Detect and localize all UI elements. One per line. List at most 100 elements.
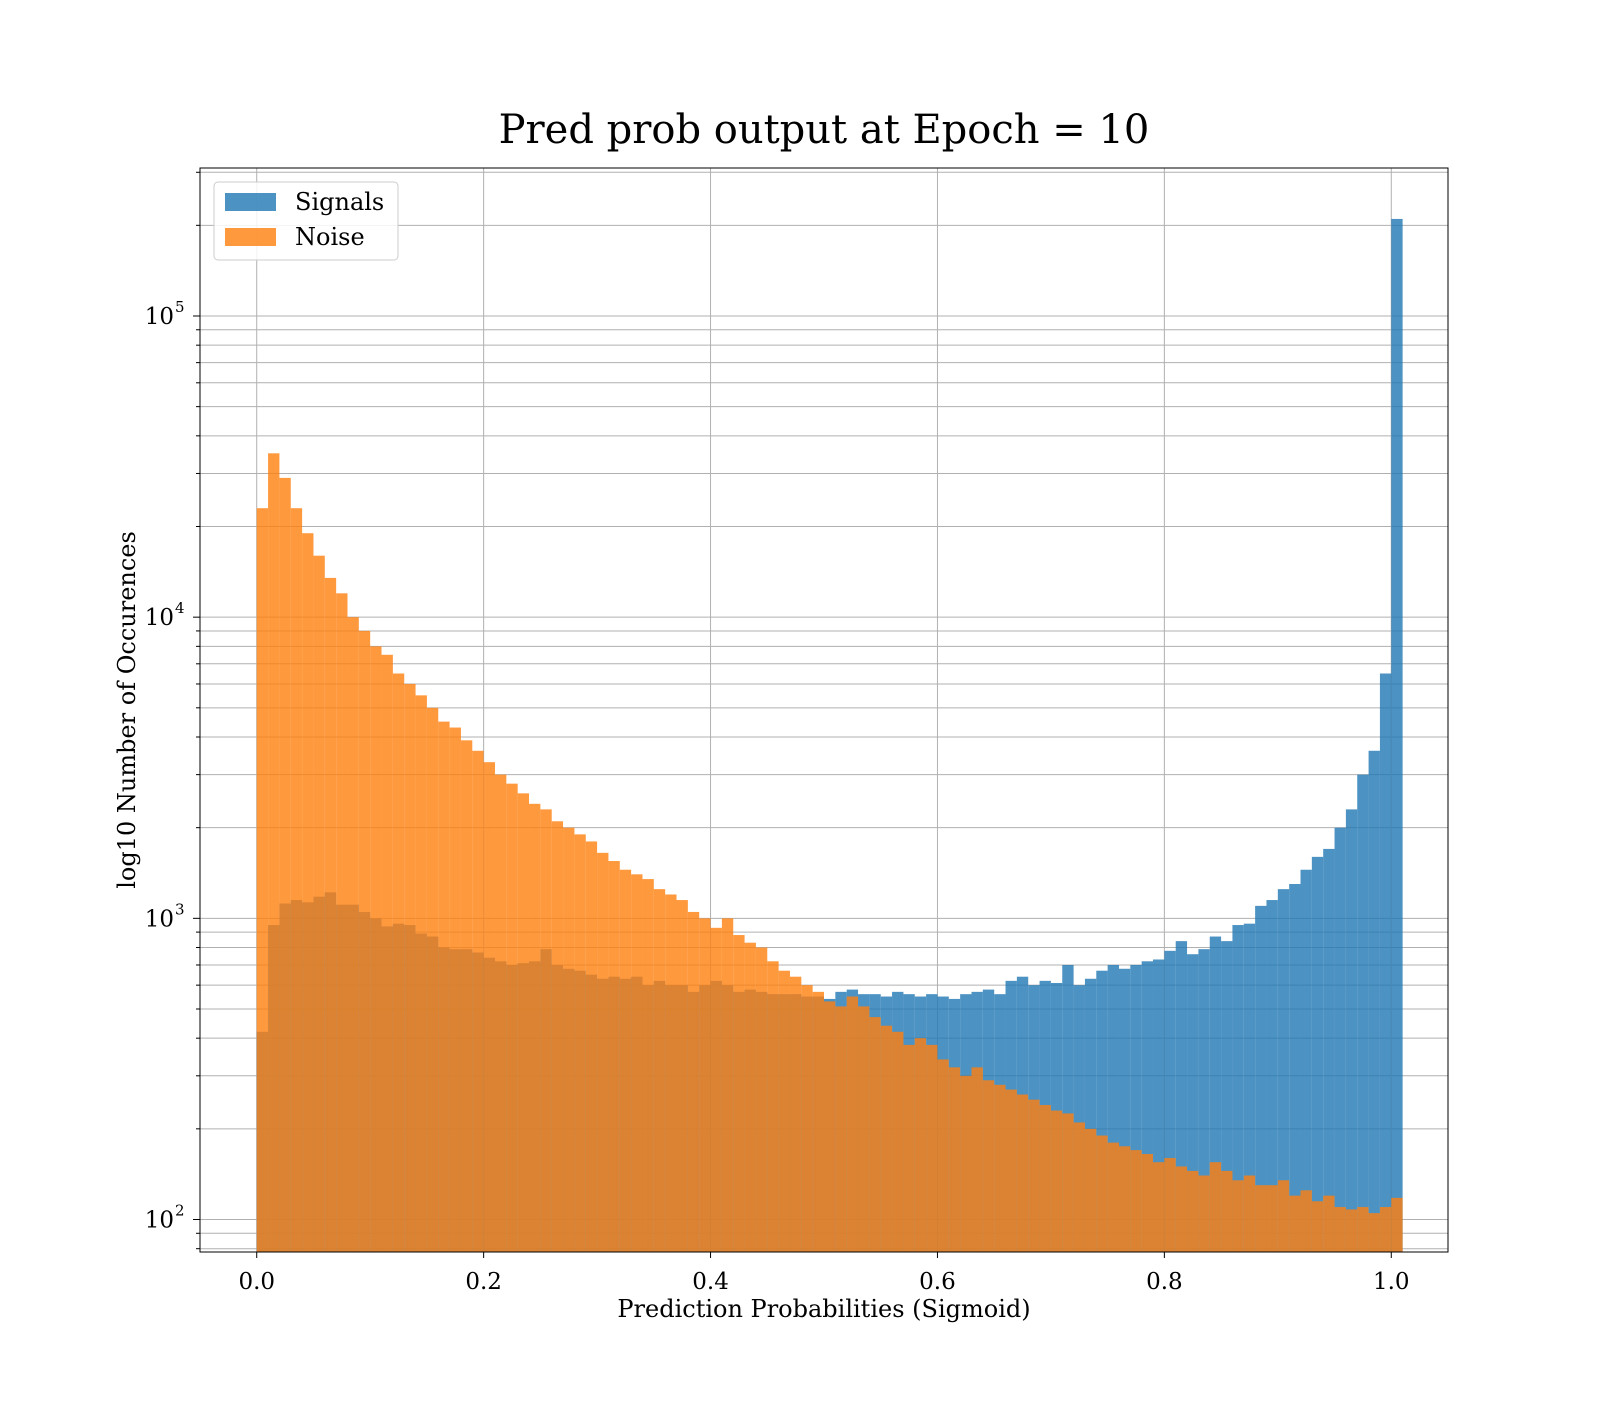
histogram-bar xyxy=(1232,925,1244,1252)
histogram-bar xyxy=(1175,941,1188,1252)
histogram-bar xyxy=(1300,869,1312,1252)
histogram-bar xyxy=(733,935,745,1252)
histogram-bar xyxy=(721,918,734,1252)
histogram-bar xyxy=(597,852,609,1252)
histogram-bar xyxy=(324,577,337,1252)
histogram-bar xyxy=(1141,1154,1154,1252)
histogram-bar xyxy=(1391,1197,1403,1252)
histogram-bar xyxy=(676,900,688,1252)
histogram-bar xyxy=(404,683,416,1252)
y-tick-exponent: 5 xyxy=(175,298,185,316)
histogram-bar xyxy=(1028,1099,1040,1252)
histogram-bar xyxy=(1130,964,1142,1252)
histogram-bar xyxy=(653,889,666,1252)
legend-label-noise: Noise xyxy=(295,223,365,251)
histogram-bar xyxy=(971,1067,983,1252)
histogram-bar xyxy=(290,508,303,1252)
histogram-bar xyxy=(699,918,711,1252)
histogram-bar xyxy=(1368,1213,1380,1252)
histogram-bar xyxy=(1096,970,1108,1252)
histogram-bar xyxy=(1221,1170,1233,1252)
histogram-bar xyxy=(1164,950,1176,1252)
histogram-bar xyxy=(994,1084,1006,1252)
histogram-bar xyxy=(1300,1190,1312,1252)
x-tick-label: 0.4 xyxy=(692,1269,729,1295)
histogram-bar xyxy=(1073,985,1085,1252)
histogram-bar xyxy=(517,793,530,1252)
chart-title: Pred prob output at Epoch = 10 xyxy=(499,107,1150,153)
histogram-bar xyxy=(460,740,473,1252)
histogram-bar xyxy=(1062,1113,1074,1252)
histogram-bar xyxy=(608,861,620,1252)
histogram-bar xyxy=(1232,1180,1244,1252)
y-tick-label: 10 xyxy=(145,906,174,932)
histogram-bar xyxy=(268,453,280,1253)
histogram-bar xyxy=(824,1001,836,1252)
y-tick-label: 10 xyxy=(145,304,174,330)
histogram-bar xyxy=(494,774,507,1252)
histogram-bar xyxy=(880,1025,893,1252)
histogram-bar xyxy=(563,827,575,1252)
histogram-bar xyxy=(438,721,450,1252)
histogram-bar xyxy=(1005,1089,1017,1252)
plot-frame xyxy=(199,167,1449,1253)
histogram-bar xyxy=(1357,774,1369,1252)
histogram-bar xyxy=(1153,959,1165,1252)
histogram-bar xyxy=(1175,1166,1188,1252)
histogram-bar xyxy=(1084,1128,1097,1252)
histogram-bar xyxy=(1277,1180,1290,1252)
histogram-bar xyxy=(540,809,552,1252)
x-tick-label: 0.2 xyxy=(465,1269,502,1295)
histogram-bar xyxy=(1209,936,1222,1252)
histogram-bar xyxy=(960,1075,972,1252)
histogram-bar xyxy=(778,970,790,1252)
series-noise-bars xyxy=(256,453,1403,1253)
histogram-bar xyxy=(1130,1150,1142,1252)
histogram-bar xyxy=(914,1038,927,1252)
x-tick-label: 0.0 xyxy=(238,1269,275,1295)
x-tick-label: 0.8 xyxy=(1146,1269,1183,1295)
histogram-bar xyxy=(892,1031,904,1252)
histogram-bar xyxy=(982,1080,995,1252)
histogram-bar xyxy=(1096,1135,1108,1252)
histogram-bar xyxy=(472,750,484,1252)
histogram-bar xyxy=(755,947,768,1252)
histogram-bar xyxy=(336,593,348,1252)
histogram-bar xyxy=(1334,827,1346,1252)
histogram-bar xyxy=(1118,968,1131,1252)
histogram-bars xyxy=(256,218,1403,1253)
x-tick-label: 1.0 xyxy=(1373,1269,1410,1295)
histogram-bar xyxy=(812,991,824,1252)
y-tick-exponent: 2 xyxy=(175,1202,185,1220)
histogram-bar xyxy=(926,1044,938,1252)
histogram-bar xyxy=(1187,1170,1199,1252)
histogram-bar xyxy=(619,869,632,1252)
histogram-bar xyxy=(313,555,325,1252)
histogram-bar xyxy=(1118,1146,1131,1252)
histogram-bar xyxy=(1357,1207,1369,1252)
histogram-bar xyxy=(687,911,700,1252)
histogram-bar xyxy=(1198,949,1210,1252)
histogram-bar xyxy=(1255,905,1267,1252)
histogram-bar xyxy=(574,834,586,1252)
histogram-bar xyxy=(1323,848,1335,1252)
histogram-bar xyxy=(801,985,813,1252)
histogram-bar xyxy=(483,762,495,1252)
histogram-bar xyxy=(869,1017,881,1252)
histogram-bar xyxy=(506,783,518,1252)
legend-swatch-signals xyxy=(225,193,276,211)
x-tick-label: 0.6 xyxy=(919,1269,956,1295)
histogram-bar xyxy=(1164,1158,1176,1252)
histogram-bar xyxy=(744,942,756,1252)
y-tick-exponent: 3 xyxy=(175,900,185,918)
histogram-bar xyxy=(426,707,439,1252)
histogram-bar xyxy=(1107,964,1119,1252)
histogram-bar xyxy=(642,879,654,1252)
histogram-bar xyxy=(1050,1110,1063,1252)
y-tick-label: 10 xyxy=(145,605,174,631)
histogram-bar xyxy=(1277,889,1290,1252)
histogram-bar xyxy=(1255,1185,1267,1252)
